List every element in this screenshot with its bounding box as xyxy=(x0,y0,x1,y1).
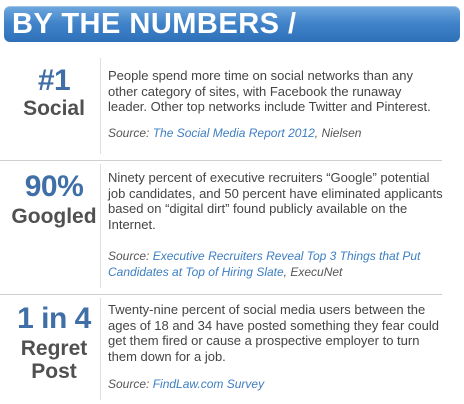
stat-block-regret-post: 1 in 4 Regret Post Twenty-nine percent o… xyxy=(0,298,464,404)
stat-description: Twenty-nine percent of social media user… xyxy=(108,302,444,393)
stat-block-googled: 90% Googled Ninety percent of executive … xyxy=(0,164,464,292)
stat-number: 90% xyxy=(24,170,84,203)
section-divider xyxy=(0,160,442,161)
stat-label-line2: Post xyxy=(31,360,77,383)
stat-description: Ninety percent of executive recruiters “… xyxy=(108,170,444,280)
stat-label: Googled xyxy=(11,205,97,228)
stat-block-social: #1 Social People spend more time on soci… xyxy=(0,58,464,158)
source-prefix: Source: xyxy=(108,125,150,140)
source-publisher: , ExecuNet xyxy=(283,264,343,279)
column-divider xyxy=(100,58,101,154)
section-divider xyxy=(0,294,442,295)
stat-headline: #1 Social xyxy=(0,64,108,120)
column-divider xyxy=(100,164,101,288)
stat-number: 1 in 4 xyxy=(17,302,91,335)
banner-title: BY THE NUMBERS / xyxy=(12,7,297,40)
source-prefix: Source: xyxy=(108,377,150,391)
banner-bar: BY THE NUMBERS / xyxy=(4,6,460,42)
source-prefix: Source: xyxy=(108,249,150,263)
source-link[interactable]: The Social Media Report 2012 xyxy=(152,125,315,140)
source-link[interactable]: FindLaw.com Survey xyxy=(152,377,265,391)
by-the-numbers-banner: BY THE NUMBERS / xyxy=(0,0,464,46)
stat-source: Source: Executive Recruiters Reveal Top … xyxy=(108,249,444,280)
stat-source: Source: The Social Media Report 2012, Ni… xyxy=(108,126,444,142)
stat-text: People spend more time on social network… xyxy=(108,68,431,114)
stat-text: Twenty-nine percent of social media user… xyxy=(108,302,440,364)
stat-description: People spend more time on social network… xyxy=(108,68,444,141)
stat-label: Social xyxy=(23,97,85,120)
stat-headline: 1 in 4 Regret Post xyxy=(0,302,108,383)
stat-source: Source: FindLaw.com Survey xyxy=(108,377,444,393)
source-publisher: , Nielsen xyxy=(314,125,362,140)
stat-number: #1 xyxy=(37,64,71,97)
source-link[interactable]: Executive Recruiters Reveal Top 3 Things… xyxy=(108,249,421,279)
stat-headline: 90% Googled xyxy=(0,170,108,228)
stat-label: Regret xyxy=(20,337,88,360)
stat-text: Ninety percent of executive recruiters “… xyxy=(108,170,443,232)
column-divider xyxy=(100,298,101,400)
